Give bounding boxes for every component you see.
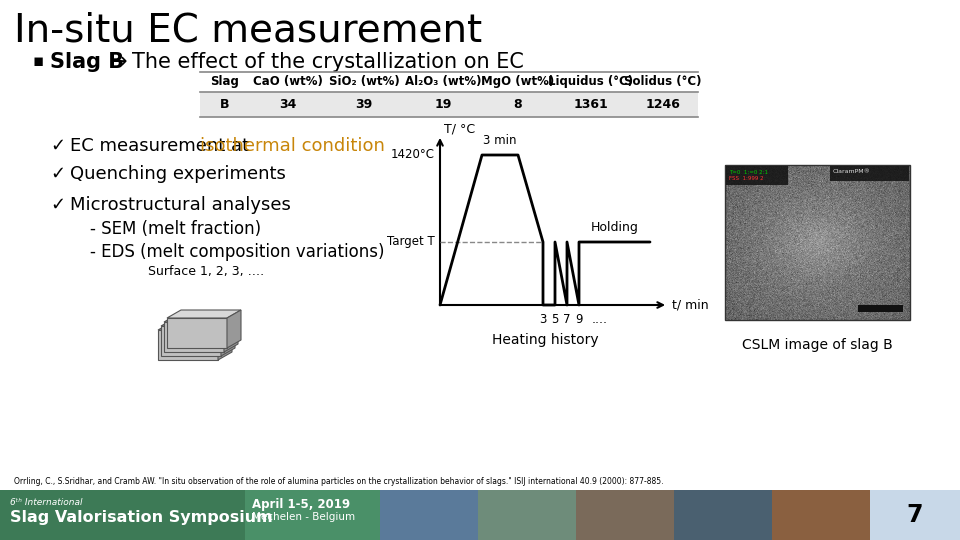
Text: 7: 7: [907, 503, 924, 527]
Text: The effect of the crystallization on EC: The effect of the crystallization on EC: [132, 52, 524, 72]
Polygon shape: [161, 326, 221, 356]
Text: Mechelen - Belgium: Mechelen - Belgium: [252, 512, 355, 522]
Text: ClaramPM®: ClaramPM®: [833, 169, 871, 174]
Bar: [858, 305, 903, 312]
Text: EC measurement at: EC measurement at: [70, 137, 254, 155]
Bar: [245, 490, 380, 540]
Text: ....: ....: [592, 313, 608, 326]
Bar: [200, 92, 698, 117]
Text: - EDS (melt composition variations): - EDS (melt composition variations): [90, 243, 385, 261]
Text: - SEM (melt fraction): - SEM (melt fraction): [90, 220, 261, 238]
Text: FSS  1:999 2: FSS 1:999 2: [729, 176, 763, 181]
Polygon shape: [221, 318, 235, 356]
Polygon shape: [164, 314, 238, 322]
Text: Solidus (°C): Solidus (°C): [624, 76, 702, 89]
Bar: [576, 490, 674, 540]
Text: t/ min: t/ min: [672, 299, 708, 312]
Text: T/ °C: T/ °C: [444, 122, 475, 135]
Polygon shape: [158, 322, 232, 330]
Text: 39: 39: [355, 98, 372, 111]
Bar: [725, 165, 910, 320]
Text: ✓: ✓: [50, 196, 65, 214]
Text: Holding: Holding: [591, 221, 639, 234]
Polygon shape: [224, 314, 238, 352]
Text: Surface 1, 2, 3, ….: Surface 1, 2, 3, ….: [148, 265, 264, 278]
Polygon shape: [158, 330, 218, 360]
Text: April 1-5, 2019: April 1-5, 2019: [252, 498, 350, 511]
Text: ✓: ✓: [50, 137, 65, 155]
Text: B: B: [220, 98, 229, 111]
Text: Microstructural analyses: Microstructural analyses: [70, 196, 291, 214]
Text: 5: 5: [551, 313, 559, 326]
Bar: [478, 490, 576, 540]
Polygon shape: [218, 322, 232, 360]
Polygon shape: [167, 318, 227, 348]
Text: CaO (wt%): CaO (wt%): [252, 76, 323, 89]
Text: →: →: [110, 52, 128, 72]
Polygon shape: [164, 322, 224, 352]
Bar: [674, 490, 772, 540]
Text: MgO (wt%): MgO (wt%): [481, 76, 555, 89]
Bar: [0, 490, 245, 540]
Text: In-situ EC measurement: In-situ EC measurement: [14, 12, 482, 50]
Bar: [772, 490, 870, 540]
Text: isothermal condition: isothermal condition: [200, 137, 384, 155]
Text: Heating history: Heating history: [492, 333, 598, 347]
Text: Slag: Slag: [210, 76, 239, 89]
Text: 1361: 1361: [573, 98, 608, 111]
Bar: [870, 490, 960, 540]
Bar: [380, 490, 478, 540]
Text: 3: 3: [540, 313, 546, 326]
Text: 1246: 1246: [645, 98, 681, 111]
Text: ✓: ✓: [50, 165, 65, 183]
Text: Liquidus (°C): Liquidus (°C): [548, 76, 633, 89]
Text: 1420°C: 1420°C: [391, 148, 435, 161]
Text: 8: 8: [514, 98, 522, 111]
Polygon shape: [227, 310, 241, 348]
Text: Target T: Target T: [387, 235, 435, 248]
Text: Al₂O₃ (wt%): Al₂O₃ (wt%): [405, 76, 481, 89]
Text: T=0  1:=0 2:1: T=0 1:=0 2:1: [729, 170, 768, 175]
Polygon shape: [161, 318, 235, 326]
Bar: [830, 166, 909, 181]
Text: SiO₂ (wt%): SiO₂ (wt%): [328, 76, 399, 89]
Text: Quenching experiments: Quenching experiments: [70, 165, 286, 183]
Text: 34: 34: [278, 98, 297, 111]
Text: 3 min: 3 min: [483, 134, 516, 147]
Bar: [726, 166, 788, 185]
Text: 9: 9: [575, 313, 583, 326]
Text: Slag Valorisation Symposium: Slag Valorisation Symposium: [10, 510, 273, 525]
Text: Slag B: Slag B: [50, 52, 124, 72]
Text: CSLM image of slag B: CSLM image of slag B: [742, 338, 893, 352]
Text: 7: 7: [564, 313, 571, 326]
Text: 19: 19: [434, 98, 452, 111]
Text: Orrling, C., S.Sridhar, and Cramb AW. "In situ observation of the role of alumin: Orrling, C., S.Sridhar, and Cramb AW. "I…: [14, 477, 663, 486]
Polygon shape: [167, 310, 241, 318]
Text: ▪: ▪: [32, 52, 43, 70]
Text: 6ᵗʰ International: 6ᵗʰ International: [10, 498, 83, 507]
